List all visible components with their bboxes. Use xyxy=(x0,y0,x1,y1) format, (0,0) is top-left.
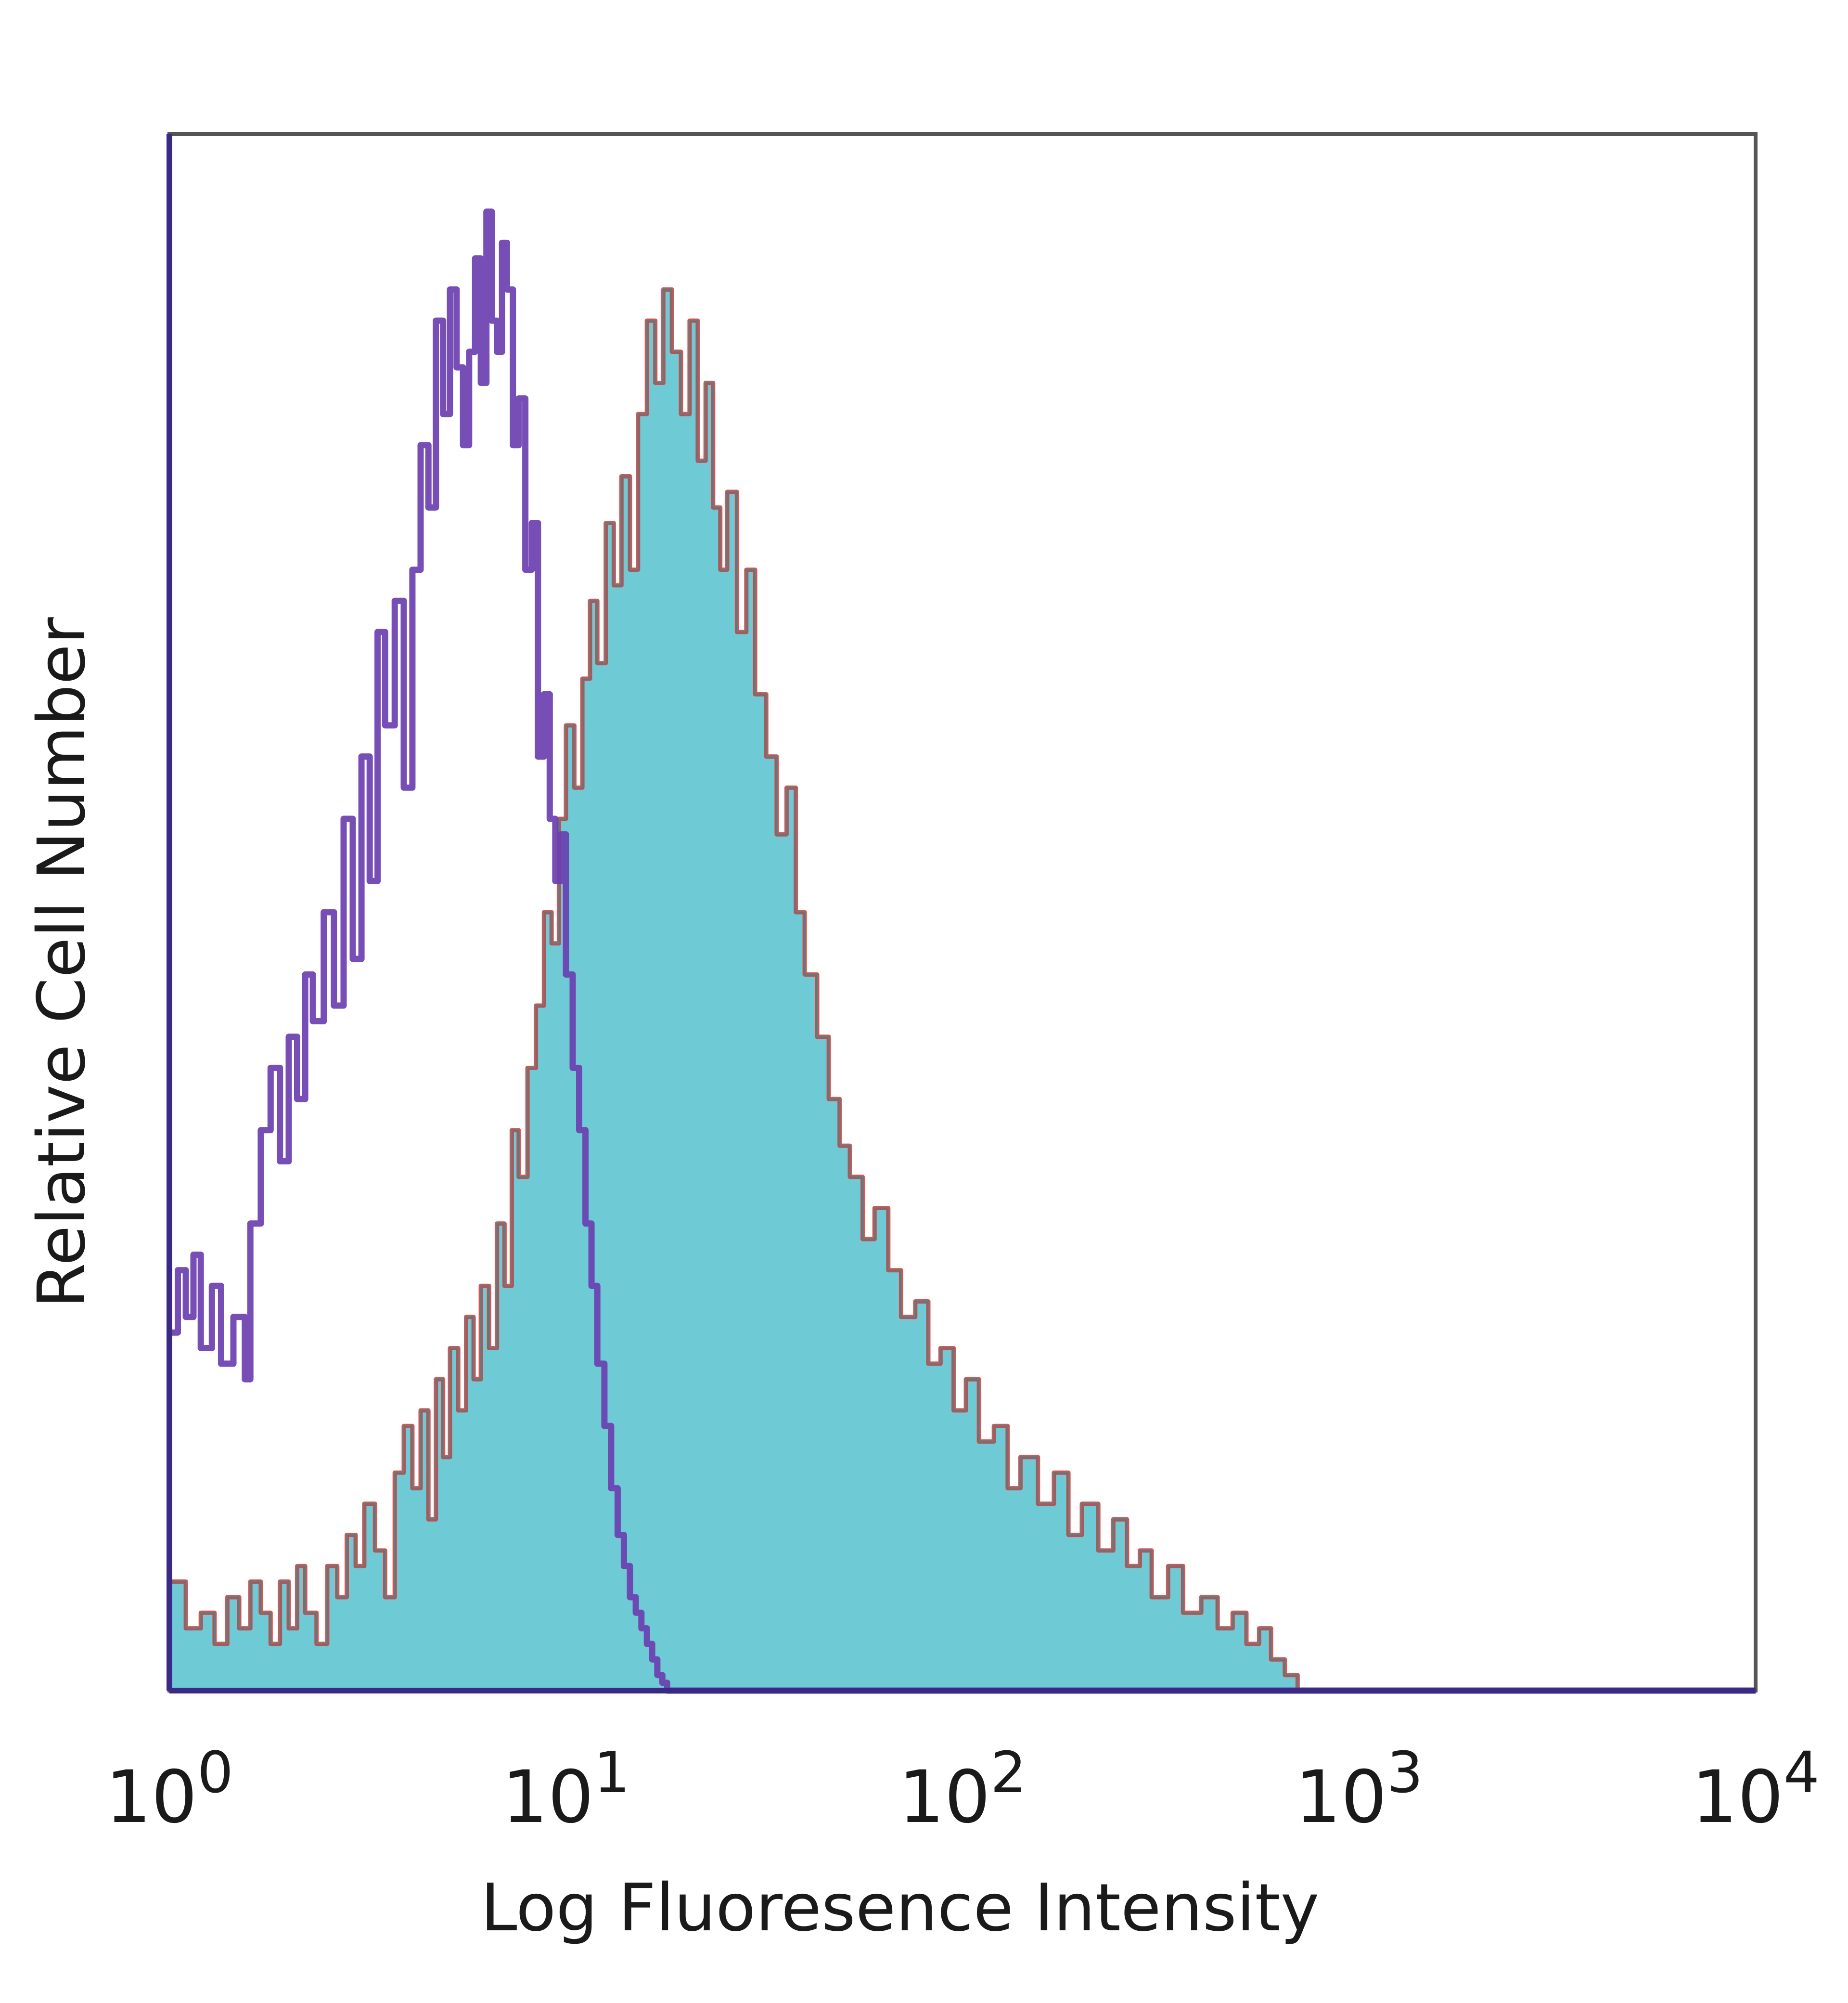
x-tick-exponent: 0 xyxy=(197,1739,233,1806)
x-tick-exponent: 4 xyxy=(1784,1739,1820,1806)
x-tick-label: 100 xyxy=(105,1739,233,1839)
x-tick-label: 104 xyxy=(1692,1739,1820,1839)
x-tick-base: 10 xyxy=(898,1756,990,1839)
filled-histogram-layer xyxy=(169,287,1756,1693)
x-axis-label: Log Fluoresence Intensity xyxy=(481,1870,1320,1946)
filled-histogram-area xyxy=(169,289,1756,1691)
x-tick-base: 10 xyxy=(1692,1756,1784,1839)
x-tick-base: 10 xyxy=(502,1756,594,1839)
x-tick-base: 10 xyxy=(105,1756,197,1839)
x-tick-label: 101 xyxy=(502,1739,630,1839)
control-histogram-layer xyxy=(169,208,1756,1694)
filled-histogram-edge xyxy=(169,288,1756,1692)
x-tick-exponent: 2 xyxy=(990,1739,1027,1806)
x-tick-exponent: 3 xyxy=(1387,1739,1423,1806)
x-tick-labels: 100 101 102 103 104 xyxy=(105,1739,1820,1839)
control-histogram-line xyxy=(169,208,1756,1694)
x-tick-label: 103 xyxy=(1295,1739,1423,1839)
axes-layer xyxy=(167,132,1758,1693)
x-tick-exponent: 1 xyxy=(594,1739,630,1806)
x-tick-base: 10 xyxy=(1295,1756,1387,1839)
x-tick-label: 102 xyxy=(898,1739,1027,1839)
y-axis-label: Relative Cell Number xyxy=(24,617,100,1308)
